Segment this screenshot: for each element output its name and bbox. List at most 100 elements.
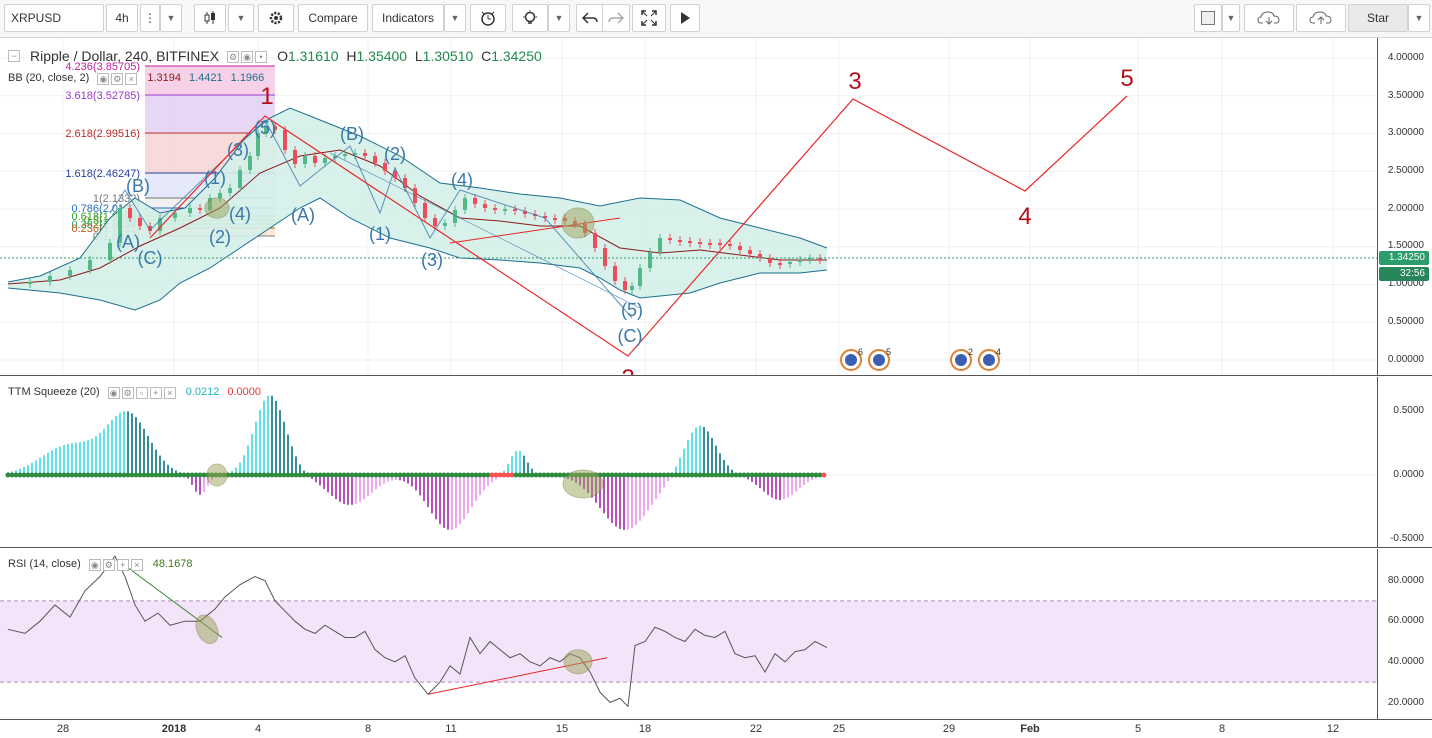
candle-body [698, 242, 702, 244]
squeeze-dot [553, 472, 559, 478]
squeeze-dot [645, 472, 651, 478]
ttm-axis[interactable]: 0.5000 0.0000 -0.5000 [1377, 377, 1432, 547]
chart-style-dropdown[interactable]: ▼ [228, 4, 254, 32]
color-theme-dropdown[interactable]: ▼ [1222, 4, 1240, 32]
eye-icon[interactable]: ◉ [88, 559, 101, 571]
candle-body [323, 158, 327, 163]
squeeze-dot [17, 472, 23, 478]
wave-label-secondary: (A) [116, 232, 140, 252]
add-icon[interactable]: + [149, 387, 162, 399]
source-icon[interactable]: ▫ [135, 387, 148, 399]
squeeze-dot [81, 472, 87, 478]
delete-icon[interactable]: × [125, 73, 138, 85]
squeeze-dot [173, 472, 179, 478]
squeeze-dot [505, 472, 511, 478]
eye-icon[interactable]: ◉ [107, 387, 120, 399]
wave-label-secondary: (C) [618, 326, 643, 346]
candle-body [128, 208, 132, 218]
squeeze-dot [101, 472, 107, 478]
alert-button[interactable] [470, 4, 506, 32]
price-axis[interactable]: 4.00000 3.50000 3.00000 2.50000 2.00000 … [1377, 38, 1432, 375]
save-layout-button[interactable] [1296, 4, 1346, 32]
eye-icon[interactable]: ◉ [97, 73, 110, 85]
main-legend: − Ripple / Dollar, 240, BITFINEX ⚙ ◉ • O1.… [8, 48, 542, 64]
replay-button[interactable] [512, 4, 548, 32]
caret-down-icon: ▼ [1414, 13, 1424, 23]
candle-body [248, 156, 252, 170]
candle-body [403, 178, 407, 188]
squeeze-dot [241, 472, 247, 478]
squeeze-dot [53, 472, 59, 478]
color-theme-button[interactable] [1194, 4, 1222, 32]
fullscreen-button[interactable] [632, 4, 666, 32]
wave-label-primary: 4 [1018, 203, 1031, 230]
wave-label-secondary: (2) [209, 227, 231, 247]
rsi-pane[interactable]: RSI (14, close) ◉ ⚙ + × 48.1678 80.0000 60.… [0, 549, 1432, 719]
squeeze-dot [501, 472, 507, 478]
squeeze-dot [373, 472, 379, 478]
indicators-button[interactable]: Indicators [372, 4, 444, 32]
squeeze-dot [201, 472, 207, 478]
indicators-dropdown[interactable]: ▼ [444, 4, 466, 32]
squeeze-dot [33, 472, 39, 478]
event-count: 6 [858, 347, 863, 357]
squeeze-dot [669, 472, 675, 478]
symbol-search-input[interactable]: XRPUSD [4, 4, 104, 32]
squeeze-dot [113, 472, 119, 478]
delete-icon[interactable]: × [163, 387, 176, 399]
more-icon[interactable]: • [255, 51, 268, 63]
settings-button[interactable] [258, 4, 294, 32]
candle-body [658, 238, 662, 252]
star-button[interactable]: Star [1348, 4, 1408, 32]
squeeze-dot [229, 472, 235, 478]
squeeze-dot [789, 472, 795, 478]
settings-icon[interactable]: ⚙ [121, 387, 134, 399]
load-layout-button[interactable] [1244, 4, 1294, 32]
squeeze-dot [381, 472, 387, 478]
rsi-line [7, 555, 828, 708]
ttm-squeeze-pane[interactable]: TTM Squeeze (20) ◉ ⚙ ▫ + × 0.0212 0.0000 0.5… [0, 377, 1432, 548]
settings-icon[interactable]: ⚙ [227, 51, 240, 63]
undo-button[interactable] [576, 4, 604, 32]
redo-button[interactable] [602, 4, 630, 32]
replay-dropdown[interactable]: ▼ [548, 4, 570, 32]
interval-dropdown-button[interactable]: ▼ [160, 4, 182, 32]
more-menu-button[interactable]: ⋮ [140, 4, 160, 32]
settings-icon[interactable]: ⚙ [111, 73, 124, 85]
candle-body [708, 243, 712, 245]
rsi-canvas[interactable] [0, 549, 1377, 719]
collapse-icon[interactable]: − [8, 50, 20, 62]
wave-label-secondary: (B) [340, 124, 364, 144]
ttm-squeeze-canvas[interactable] [0, 377, 1377, 548]
interval-button[interactable]: 4h [106, 4, 138, 32]
squeeze-dot [737, 472, 743, 478]
squeeze-dot [189, 472, 195, 478]
candle-body [483, 204, 487, 208]
settings-icon[interactable]: ⚙ [102, 559, 115, 571]
play-button[interactable] [670, 4, 700, 32]
squeeze-dot [389, 472, 395, 478]
candle-body [493, 208, 497, 210]
rsi-axis[interactable]: 80.0000 60.0000 40.0000 20.0000 [1377, 549, 1432, 719]
squeeze-dot [425, 472, 431, 478]
squeeze-dot [457, 472, 463, 478]
squeeze-dot [117, 472, 123, 478]
candle-body [198, 208, 202, 210]
compare-button[interactable]: Compare [298, 4, 368, 32]
add-icon[interactable]: + [116, 559, 129, 571]
main-chart-pane[interactable]: 4.236(3.85705) 3.618(3.52785) 2.618(2.9951… [0, 38, 1432, 376]
low-label: L [414, 48, 423, 64]
fib-level-label: 3.618(3.52785) [65, 90, 140, 102]
time-tick: 4 [254, 723, 262, 735]
gear-icon [269, 11, 283, 25]
chart-style-button[interactable] [194, 4, 226, 32]
eye-icon[interactable]: ◉ [241, 51, 254, 63]
squeeze-dot [777, 472, 783, 478]
price-tick: 0.50000 [1387, 316, 1424, 327]
time-axis[interactable]: 28 2018 4 8 11 15 18 22 25 29 Feb 5 8 12 [0, 719, 1432, 738]
price-chart-canvas[interactable]: 4.236(3.85705) 3.618(3.52785) 2.618(2.9951… [0, 38, 1377, 376]
ttm-tick: -0.5000 [1390, 533, 1424, 544]
star-dropdown[interactable]: ▼ [1408, 4, 1430, 32]
squeeze-dot [61, 472, 67, 478]
delete-icon[interactable]: × [130, 559, 143, 571]
